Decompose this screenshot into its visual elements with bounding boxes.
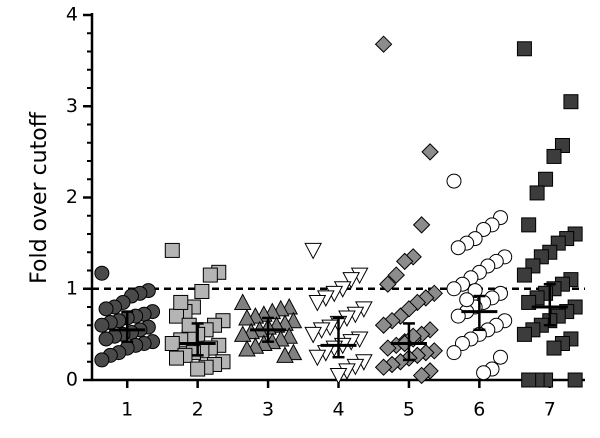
data-point (238, 339, 256, 357)
y-tick-label: 1 (66, 277, 78, 299)
data-point (164, 242, 180, 258)
data-point (238, 308, 256, 326)
data-point (395, 252, 414, 271)
x-tick-label: 6 (473, 399, 485, 421)
data-point (173, 294, 189, 310)
data-point (342, 272, 361, 289)
data-point (190, 361, 206, 377)
data-point (374, 316, 393, 334)
data-point (374, 358, 393, 376)
data-point (538, 171, 554, 187)
data-point (516, 267, 532, 283)
data-point (98, 301, 114, 317)
data-point (98, 331, 114, 347)
x-tick-label: 1 (121, 399, 133, 421)
data-point (412, 216, 431, 234)
data-point (387, 266, 405, 284)
data-point (194, 283, 210, 299)
data-point (492, 349, 508, 365)
y-tick-label: 0 (66, 369, 78, 391)
y-axis-label: Fold over cutoff (27, 111, 52, 284)
data-point (233, 325, 252, 342)
data-point (202, 267, 218, 283)
data-point (169, 308, 185, 324)
data-point (516, 41, 532, 57)
data-point (276, 346, 294, 363)
data-point (476, 365, 492, 381)
data-point (563, 94, 579, 110)
x-tick-label: 5 (403, 399, 415, 421)
data-point (521, 217, 537, 233)
data-point (308, 349, 327, 367)
data-point (308, 294, 327, 312)
y-tick-label: 4 (66, 4, 78, 26)
data-point (329, 367, 348, 385)
data-point (546, 148, 562, 164)
data-point (94, 265, 110, 281)
x-tick-label: 3 (262, 399, 274, 421)
x-tick-label: 7 (544, 399, 556, 421)
data-point (181, 317, 197, 333)
data-point (304, 242, 322, 260)
data-point (546, 340, 562, 356)
data-point (94, 317, 110, 333)
x-tick-label: 2 (192, 399, 204, 421)
data-point (521, 372, 537, 388)
data-point (516, 326, 532, 342)
data-point (374, 35, 393, 53)
data-point (379, 275, 397, 293)
data-point (94, 352, 110, 368)
y-tick-label: 2 (66, 186, 78, 208)
data-point (304, 326, 322, 344)
data-point (446, 345, 462, 361)
y-tick-label: 3 (66, 95, 78, 117)
data-point (169, 350, 185, 366)
x-tick-label: 4 (332, 399, 344, 421)
data-point (164, 336, 180, 351)
data-point (421, 143, 439, 161)
data-point (459, 292, 475, 308)
data-point (412, 366, 431, 385)
data-point (446, 173, 462, 189)
data-point (233, 293, 252, 310)
data-point (446, 281, 462, 297)
data-point (567, 372, 583, 388)
data-point (450, 240, 466, 256)
data-point (529, 185, 545, 201)
